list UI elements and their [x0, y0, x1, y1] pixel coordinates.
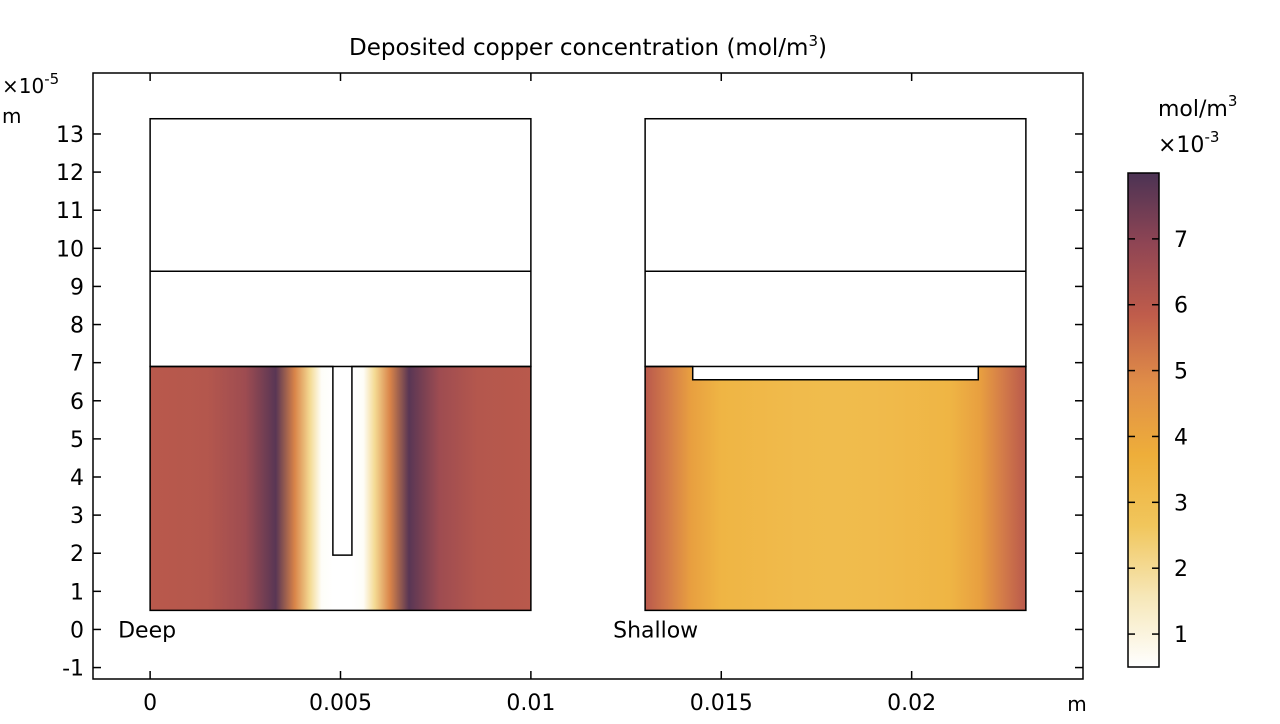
domain-deep: Deep [118, 117, 532, 643]
y-tick-label: 12 [56, 161, 84, 186]
x-tick-label: 0 [143, 691, 157, 716]
y-tick-label: 4 [70, 466, 84, 491]
domain-deep-field [149, 365, 532, 612]
y-axis-exponent: ×10-5 [2, 70, 59, 98]
colorbar-exponent: ×10-3 [1158, 128, 1219, 158]
y-axis-unit: m [2, 104, 21, 128]
x-axis-unit: m [1067, 692, 1086, 716]
domain-shallow-electrolyte [644, 117, 1027, 368]
x-tick-label: 0.015 [690, 691, 753, 716]
y-tick-label: 3 [70, 504, 84, 529]
y-tick-label: 7 [70, 352, 84, 377]
y-tick-label: 1 [70, 580, 84, 605]
y-tick-label: 0 [70, 618, 84, 643]
colorbar-tick-label: 4 [1174, 425, 1188, 450]
colorbar-ticks: 1 2 3 4 5 6 7 [1128, 228, 1188, 648]
y-tick-label: 9 [70, 275, 84, 300]
y-tick-label: 6 [70, 390, 84, 415]
y-tick-label: 8 [70, 314, 84, 339]
x-tick-label: 0.01 [506, 691, 555, 716]
colorbar-tick-label: 3 [1174, 491, 1188, 516]
colorbar-unit: mol/m3 [1158, 92, 1237, 122]
plot-frame [92, 72, 1084, 680]
y-tick-label: 5 [70, 428, 84, 453]
domains-layer: Deep Shallow [118, 117, 1027, 643]
domain-label-deep: Deep [118, 618, 176, 643]
colorbar-gradient [1127, 172, 1160, 668]
chart-title: Deposited copper concentration (mol/m3) [349, 32, 827, 61]
colorbar-tick-label: 6 [1174, 294, 1188, 319]
x-tick-label: 0.005 [309, 691, 372, 716]
colorbar: mol/m3 ×10-3 1 2 3 4 5 6 7 [1127, 92, 1237, 668]
colorbar-tick-label: 2 [1174, 557, 1188, 582]
colorbar-tick-label: 7 [1174, 228, 1188, 253]
y-tick-label: 10 [56, 237, 84, 262]
y-tick-label: 13 [56, 123, 84, 148]
x-axis-ticks: 0 0.005 0.01 0.015 0.02 [143, 73, 936, 716]
domain-label-shallow: Shallow [613, 618, 698, 643]
y-tick-label: 11 [56, 199, 84, 224]
domain-shallow: Shallow [613, 117, 1027, 643]
y-tick-label: -1 [62, 657, 84, 682]
y-tick-label: 2 [70, 542, 84, 567]
colorbar-tick-label: 1 [1174, 623, 1188, 648]
domain-shallow-field [644, 365, 1027, 612]
colorbar-tick-label: 5 [1174, 360, 1188, 385]
domain-deep-electrolyte [149, 117, 532, 368]
x-tick-label: 0.02 [887, 691, 936, 716]
